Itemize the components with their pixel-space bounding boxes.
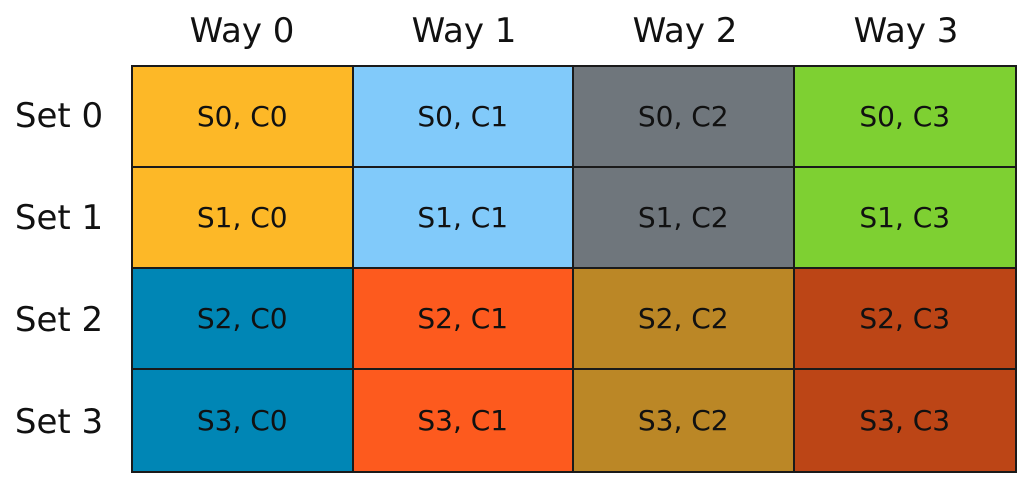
cache-cell: S0, C1 bbox=[353, 67, 574, 168]
way-header-0: Way 0 bbox=[189, 11, 295, 51]
cache-cell: S0, C3 bbox=[794, 67, 1015, 168]
cache-cell: S3, C2 bbox=[574, 370, 795, 471]
way-header-2: Way 2 bbox=[632, 11, 738, 51]
cache-cell: S2, C0 bbox=[133, 269, 354, 370]
cache-cell: S0, C2 bbox=[574, 67, 795, 168]
way-header-1: Way 1 bbox=[411, 11, 517, 51]
set-label-3: Set 3 bbox=[14, 402, 104, 442]
cache-cell: S1, C3 bbox=[794, 168, 1015, 269]
cache-cell: S2, C2 bbox=[574, 269, 795, 370]
cache-cell: S0, C0 bbox=[133, 67, 354, 168]
cache-cell: S2, C3 bbox=[794, 269, 1015, 370]
set-label-2: Set 2 bbox=[14, 300, 104, 340]
cache-cell: S1, C2 bbox=[574, 168, 795, 269]
cache-cell: S3, C1 bbox=[353, 370, 574, 471]
way-header-3: Way 3 bbox=[853, 11, 959, 51]
cache-cell: S1, C1 bbox=[353, 168, 574, 269]
cache-grid: S0, C0 S0, C1 S0, C2 S0, C3 S1, C0 S1, C… bbox=[131, 65, 1017, 473]
set-label-0: Set 0 bbox=[14, 96, 104, 136]
cache-cell: S3, C0 bbox=[133, 370, 354, 471]
cache-cell: S1, C0 bbox=[133, 168, 354, 269]
cache-cell: S3, C3 bbox=[794, 370, 1015, 471]
set-label-1: Set 1 bbox=[14, 198, 104, 238]
cache-cell: S2, C1 bbox=[353, 269, 574, 370]
